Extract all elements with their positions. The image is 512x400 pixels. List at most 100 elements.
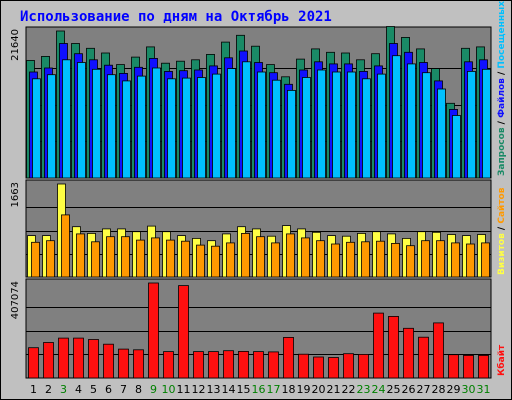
bar-kbytes-s1-day-3 [58, 337, 69, 379]
bar-requests-s3-day-5 [92, 68, 101, 179]
x-tick-label-day-15: 15 [237, 383, 251, 396]
bar-requests-s3-day-25 [392, 55, 401, 179]
bar-requests-s3-day-28 [437, 88, 446, 179]
x-tick-label-day-3: 3 [60, 383, 67, 396]
bar-visits-s2-day-22 [346, 241, 355, 278]
bar-visits-s2-day-2 [46, 240, 55, 278]
bar-visits-s2-day-29 [451, 242, 460, 278]
panel-visits: 1663 Визитов / Сайтов [10, 179, 507, 278]
bar-requests-s3-day-15 [242, 61, 251, 179]
bar-kbytes-s1-day-18 [283, 336, 294, 379]
series-visits-2 [31, 214, 490, 278]
bar-kbytes-s1-day-30 [463, 354, 474, 379]
x-tick-label-day-2: 2 [45, 383, 52, 396]
bar-kbytes-s1-day-26 [403, 327, 414, 379]
legend-item: Файлов [497, 78, 507, 118]
bar-requests-s3-day-30 [467, 71, 476, 179]
bar-kbytes-s1-day-9 [148, 282, 159, 379]
x-tick-label-day-13: 13 [207, 383, 221, 396]
chart-title: Использование по дням на Октябрь 2021 [20, 9, 332, 25]
series-requests-3 [32, 55, 491, 179]
x-tick-label-day-18: 18 [282, 383, 296, 396]
bar-visits-s2-day-30 [466, 243, 475, 278]
bar-requests-s3-day-31 [482, 68, 491, 179]
bar-visits-s2-day-23 [361, 241, 370, 278]
bar-kbytes-s1-day-12 [193, 351, 204, 379]
bar-kbytes-s1-day-13 [208, 351, 219, 379]
x-tick-label-day-20: 20 [312, 383, 326, 396]
bar-kbytes-s1-day-25 [388, 315, 399, 379]
bar-requests-s3-day-22 [347, 71, 356, 179]
legend-item: Сайтов [497, 187, 507, 223]
bar-requests-s3-day-8 [137, 75, 146, 179]
bar-visits-s2-day-15 [241, 232, 250, 278]
bar-kbytes-s1-day-6 [103, 343, 114, 379]
bar-visits-s2-day-26 [406, 245, 415, 278]
series-kbytes-1 [28, 282, 489, 379]
bar-visits-s2-day-14 [226, 242, 235, 278]
bar-visits-s2-day-4 [76, 233, 85, 278]
bar-kbytes-s1-day-2 [43, 342, 54, 379]
x-tick-label-day-12: 12 [192, 383, 206, 396]
bar-visits-s2-day-10 [166, 239, 175, 278]
x-tick-label-day-7: 7 [120, 383, 127, 396]
x-tick-label-day-8: 8 [135, 383, 142, 396]
bar-requests-s3-day-12 [197, 77, 206, 179]
bar-requests-s3-day-17 [272, 79, 281, 179]
bar-kbytes-s1-day-1 [28, 347, 39, 379]
x-tick-label-day-10: 10 [162, 383, 176, 396]
bar-requests-s3-day-6 [107, 74, 116, 179]
bar-visits-s2-day-19 [301, 237, 310, 278]
bar-kbytes-s1-day-20 [313, 356, 324, 379]
bar-visits-s2-day-8 [136, 239, 145, 278]
x-tick-label-day-11: 11 [177, 383, 191, 396]
bar-visits-s2-day-20 [316, 240, 325, 278]
bar-kbytes-s1-day-10 [163, 351, 174, 379]
x-tick-label-day-25: 25 [387, 383, 401, 396]
x-tick-label-day-27: 27 [417, 383, 431, 396]
bar-visits-s2-day-18 [286, 233, 295, 278]
bar-kbytes-s1-day-16 [253, 351, 264, 379]
x-tick-label-day-19: 19 [297, 383, 311, 396]
bar-kbytes-s1-day-22 [343, 353, 354, 379]
x-tick-label-day-30: 30 [462, 383, 476, 396]
x-tick-label-day-21: 21 [327, 383, 341, 396]
bar-visits-s2-day-12 [196, 244, 205, 278]
bar-visits-s2-day-28 [436, 240, 445, 278]
x-tick-label-day-16: 16 [252, 383, 266, 396]
panel-visits-ymax-label: 1663 [10, 182, 21, 207]
bar-kbytes-s1-day-4 [73, 337, 84, 379]
legend-item: Запросов [497, 127, 507, 176]
bar-visits-s2-day-27 [421, 240, 430, 278]
bar-kbytes-s1-day-19 [298, 353, 309, 379]
x-tick-label-day-14: 14 [222, 383, 236, 396]
bar-kbytes-s1-day-27 [418, 336, 429, 379]
x-tick-label-day-17: 17 [267, 383, 281, 396]
bar-requests-s3-day-29 [452, 115, 461, 179]
bar-requests-s3-day-20 [317, 69, 326, 179]
bar-visits-s2-day-24 [376, 240, 385, 278]
bar-visits-s2-day-7 [121, 236, 130, 278]
bar-requests-s3-day-4 [77, 62, 86, 179]
x-tick-label-day-6: 6 [105, 383, 112, 396]
bar-visits-s2-day-11 [181, 240, 190, 278]
panel-requests-ymax-label: 21640 [10, 29, 21, 61]
panel-visits-legend: Визитов / Сайтов [497, 187, 507, 275]
bar-requests-s3-day-27 [422, 72, 431, 179]
bar-requests-s3-day-1 [32, 78, 41, 179]
bar-requests-s3-day-3 [62, 59, 71, 179]
bar-requests-s3-day-23 [362, 78, 371, 179]
bar-kbytes-s1-day-24 [373, 312, 384, 379]
x-tick-label-day-9: 9 [150, 383, 157, 396]
panel-requests-legend: Запросов / Файлов / Посещенных страниц [497, 0, 507, 176]
x-tick-label-day-4: 4 [75, 383, 82, 396]
bar-kbytes-s1-day-21 [328, 357, 339, 379]
bar-requests-s3-day-13 [212, 73, 221, 179]
panel-requests: 21640 Запросов / Файлов / Посещенных стра… [10, 0, 507, 179]
bar-visits-s2-day-1 [31, 241, 40, 278]
bar-requests-s3-day-19 [302, 77, 311, 179]
x-tick-label-day-31: 31 [477, 383, 491, 396]
bar-visits-s2-day-21 [331, 243, 340, 278]
bar-visits-s2-day-16 [256, 236, 265, 278]
x-tick-label-day-23: 23 [357, 383, 371, 396]
